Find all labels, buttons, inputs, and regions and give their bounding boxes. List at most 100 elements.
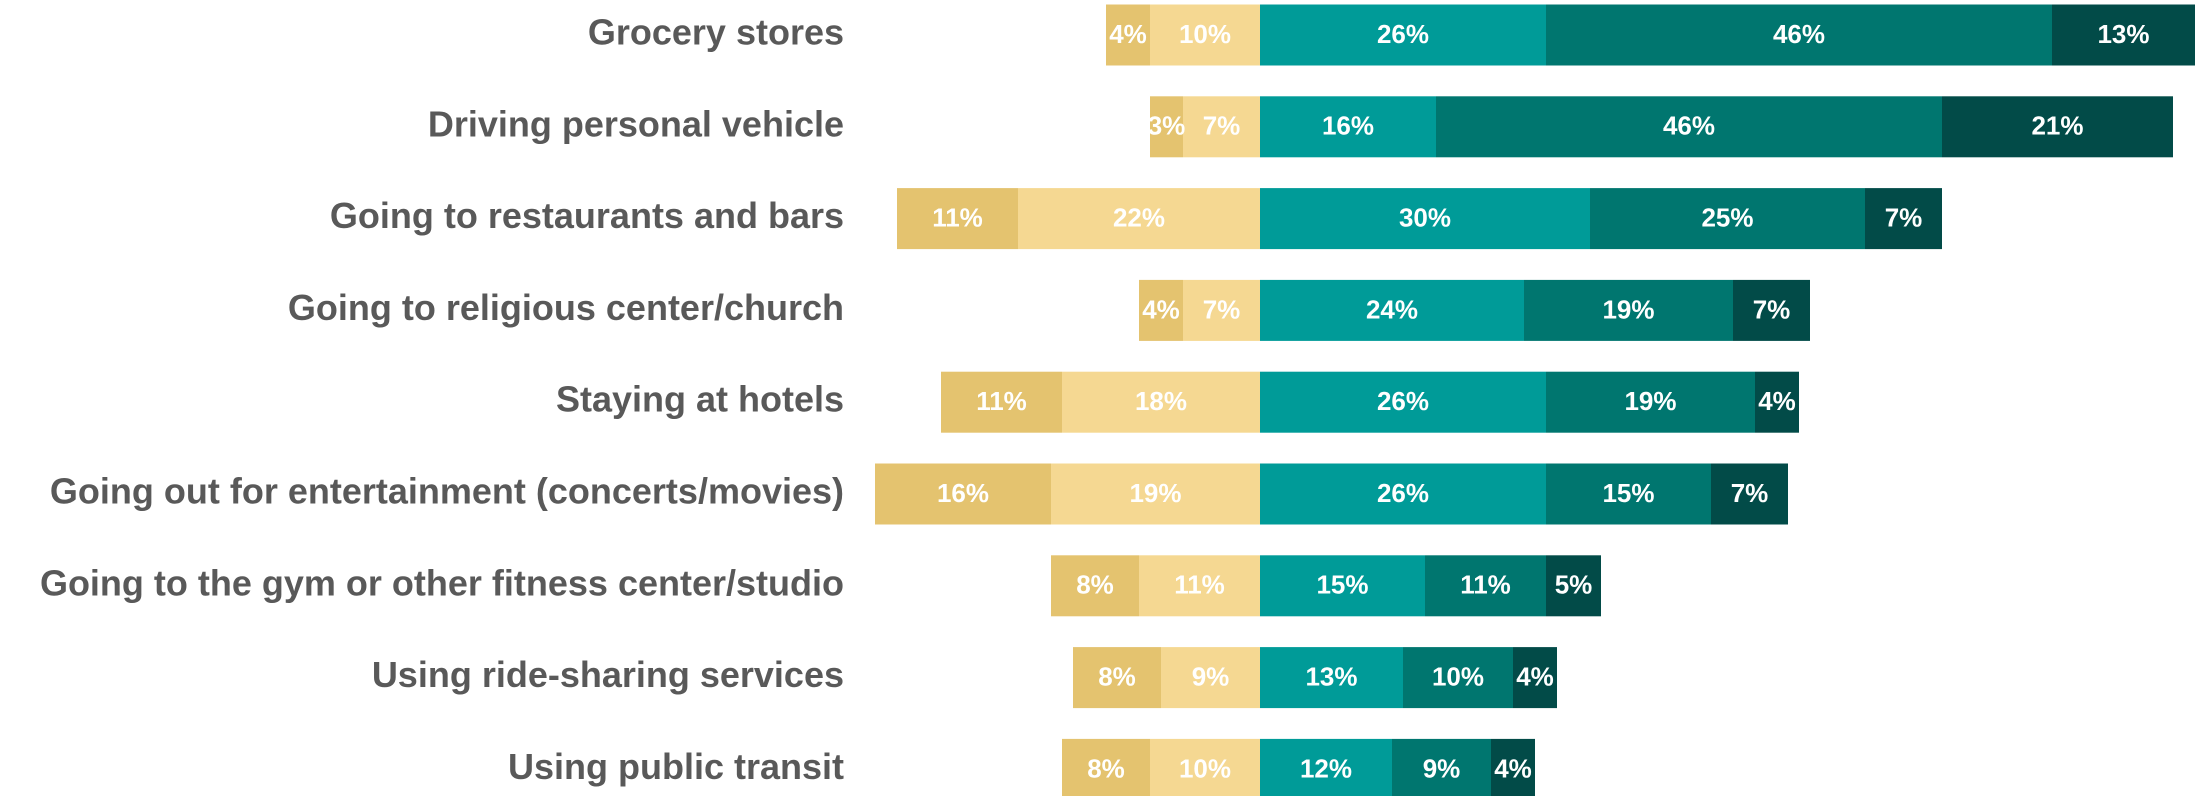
value-label: 7% bbox=[1731, 478, 1769, 508]
value-label: 26% bbox=[1377, 19, 1429, 49]
value-label: 11% bbox=[976, 386, 1027, 416]
bar-segment bbox=[1942, 96, 2173, 158]
value-label: 8% bbox=[1087, 753, 1125, 783]
value-label: 15% bbox=[1602, 478, 1654, 508]
bar-segment bbox=[1150, 738, 1260, 796]
value-label: 7% bbox=[1203, 111, 1241, 141]
value-label: 22% bbox=[1113, 202, 1165, 232]
bar-segment bbox=[1260, 371, 1546, 433]
value-label: 10% bbox=[1179, 19, 1231, 49]
bar-segment bbox=[1425, 555, 1546, 617]
bar-segment bbox=[1051, 463, 1260, 525]
bar-segment bbox=[1062, 738, 1150, 796]
category-label: Using public transit bbox=[508, 746, 844, 787]
value-label: 5% bbox=[1555, 570, 1593, 600]
value-label: 4% bbox=[1494, 753, 1532, 783]
value-label: 13% bbox=[2097, 19, 2149, 49]
bar-segment bbox=[1260, 738, 1392, 796]
value-label: 21% bbox=[2031, 111, 2083, 141]
bar-segment bbox=[1733, 279, 1810, 341]
category-label: Grocery stores bbox=[588, 12, 844, 53]
category-label: Going to religious center/church bbox=[288, 287, 844, 328]
value-label: 3% bbox=[1148, 111, 1186, 141]
value-label: 10% bbox=[1432, 661, 1484, 691]
category-label: Driving personal vehicle bbox=[428, 103, 844, 144]
value-label: 4% bbox=[1142, 294, 1180, 324]
value-label: 11% bbox=[932, 202, 983, 232]
bar-segment bbox=[1546, 4, 2052, 66]
bar-segment bbox=[1260, 188, 1590, 250]
value-label: 19% bbox=[1602, 294, 1654, 324]
value-label: 9% bbox=[1192, 661, 1230, 691]
category-label: Going out for entertainment (concerts/mo… bbox=[50, 471, 844, 512]
bar-segment bbox=[1183, 96, 1260, 158]
bar-segment bbox=[1260, 4, 1546, 66]
value-label: 26% bbox=[1377, 478, 1429, 508]
value-label: 30% bbox=[1399, 202, 1451, 232]
bar-segment bbox=[1062, 371, 1260, 433]
value-label: 26% bbox=[1377, 386, 1429, 416]
bar-segment bbox=[1260, 96, 1436, 158]
bar-segment bbox=[1260, 555, 1425, 617]
bar-segment bbox=[1139, 555, 1260, 617]
value-label: 4% bbox=[1758, 386, 1796, 416]
category-label: Staying at hotels bbox=[556, 379, 844, 420]
category-label: Going to the gym or other fitness center… bbox=[40, 562, 844, 603]
bar-segment bbox=[1590, 188, 1865, 250]
bar-segment bbox=[1755, 371, 1799, 433]
bar-segment bbox=[2052, 4, 2195, 66]
bar-segment bbox=[1392, 738, 1491, 796]
value-label: 13% bbox=[1305, 661, 1357, 691]
bar-segment bbox=[1183, 279, 1260, 341]
value-label: 19% bbox=[1624, 386, 1676, 416]
value-label: 7% bbox=[1885, 202, 1923, 232]
bar-segment bbox=[1139, 279, 1183, 341]
value-label: 46% bbox=[1773, 19, 1825, 49]
bar-segment bbox=[941, 371, 1062, 433]
bar-segment bbox=[1403, 647, 1513, 709]
bar-segment bbox=[897, 188, 1018, 250]
value-label: 11% bbox=[1460, 570, 1511, 600]
value-label: 7% bbox=[1753, 294, 1791, 324]
bar-segment bbox=[1260, 279, 1524, 341]
value-label: 25% bbox=[1701, 202, 1753, 232]
value-label: 16% bbox=[1322, 111, 1374, 141]
value-label: 24% bbox=[1366, 294, 1418, 324]
value-label: 9% bbox=[1423, 753, 1461, 783]
bar-segment bbox=[1546, 463, 1711, 525]
value-label: 19% bbox=[1129, 478, 1181, 508]
bar-segment bbox=[1150, 96, 1183, 158]
bar-segment bbox=[1051, 555, 1139, 617]
value-label: 16% bbox=[937, 478, 989, 508]
category-label: Going to restaurants and bars bbox=[330, 195, 844, 236]
value-label: 18% bbox=[1135, 386, 1187, 416]
bar-segment bbox=[875, 463, 1051, 525]
bar-segment bbox=[1161, 647, 1260, 709]
bar-segment bbox=[1865, 188, 1942, 250]
bar-segment bbox=[1524, 279, 1733, 341]
value-label: 46% bbox=[1663, 111, 1715, 141]
bar-segment bbox=[1073, 647, 1161, 709]
bar-segment bbox=[1436, 96, 1942, 158]
value-label: 4% bbox=[1109, 19, 1147, 49]
value-label: 12% bbox=[1300, 753, 1352, 783]
bar-segment bbox=[1260, 647, 1403, 709]
value-label: 7% bbox=[1203, 294, 1241, 324]
bar-segment bbox=[1260, 463, 1546, 525]
bar-segment bbox=[1018, 188, 1260, 250]
bar-segment bbox=[1106, 4, 1150, 66]
category-label: Using ride-sharing services bbox=[372, 654, 844, 695]
value-label: 15% bbox=[1316, 570, 1368, 600]
value-label: 11% bbox=[1174, 570, 1225, 600]
bar-segment bbox=[1150, 4, 1260, 66]
bar-segment bbox=[1491, 738, 1535, 796]
value-label: 10% bbox=[1179, 753, 1231, 783]
value-label: 4% bbox=[1516, 661, 1554, 691]
bar-segment bbox=[1513, 647, 1557, 709]
bar-segment bbox=[1546, 371, 1755, 433]
bar-segment bbox=[1711, 463, 1788, 525]
value-label: 8% bbox=[1098, 661, 1136, 691]
value-label: 8% bbox=[1076, 570, 1114, 600]
